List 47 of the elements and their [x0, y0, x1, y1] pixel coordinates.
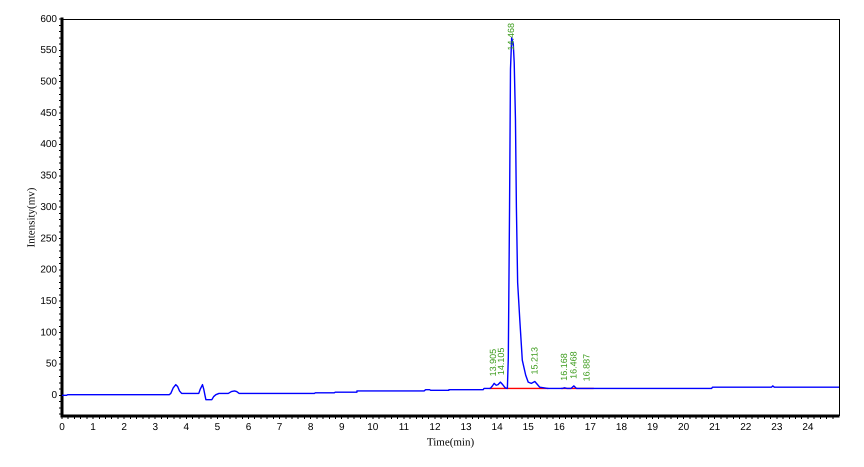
annotation: 16.887 [581, 354, 592, 382]
x-tick-label: 6 [246, 422, 252, 433]
y-tick-label: 350 [40, 170, 58, 182]
x-tick-label: 11 [398, 422, 410, 433]
x-tick-label: 12 [429, 422, 441, 433]
x-tick-label: 21 [709, 422, 721, 433]
x-tick-label: 19 [646, 422, 659, 433]
y-tick-label: 0 [51, 390, 58, 402]
annotation: 16.168 [558, 353, 569, 381]
y-tick-label: 550 [40, 45, 58, 56]
x-tick-label: 8 [308, 422, 314, 433]
y-tick-label: 600 [40, 14, 58, 25]
y-tick-label: 50 [46, 358, 58, 370]
y-tick-label: 150 [40, 296, 58, 307]
x-tick-label: 13 [460, 422, 472, 433]
y-tick-label: 200 [40, 264, 58, 276]
x-tick-label: 4 [184, 422, 190, 433]
x-tick-label: 7 [276, 422, 283, 433]
y-tick-label: 500 [40, 76, 58, 88]
x-tick-label: 1 [90, 422, 96, 433]
x-tick-label: 5 [214, 422, 221, 433]
y-tick-label: 250 [40, 233, 58, 244]
annotation: 14.105 [496, 348, 506, 376]
x-tick-label: 16 [554, 422, 566, 433]
x-tick-label: 17 [584, 422, 596, 433]
y-axis-title: Intensity(mv) [25, 187, 38, 248]
annotation: 15.213 [529, 346, 540, 375]
x-tick-label: 22 [740, 422, 752, 433]
x-tick-label: 20 [678, 422, 690, 433]
annotation: 14.468 [506, 22, 516, 51]
x-tick-label: 3 [152, 422, 158, 433]
x-tick-label: 9 [338, 422, 345, 433]
x-tick-label: 24 [802, 422, 814, 433]
x-tick-label: 10 [367, 422, 379, 433]
annotation: 16.468 [568, 351, 578, 379]
y-tick-label: 400 [40, 139, 58, 150]
x-tick-label: 0 [59, 422, 66, 433]
x-tick-label: 23 [771, 422, 783, 433]
y-tick-label: 300 [40, 202, 58, 213]
x-axis-title: Time(min) [426, 436, 474, 448]
x-tick-label: 2 [121, 422, 128, 433]
x-tick-label: 18 [616, 422, 628, 433]
annotation: 13.905 [488, 348, 498, 376]
x-tick-label: 14 [492, 422, 504, 433]
y-tick-label: 100 [40, 327, 58, 338]
y-tick-label: 450 [40, 108, 58, 119]
x-tick-label: 15 [522, 422, 534, 433]
